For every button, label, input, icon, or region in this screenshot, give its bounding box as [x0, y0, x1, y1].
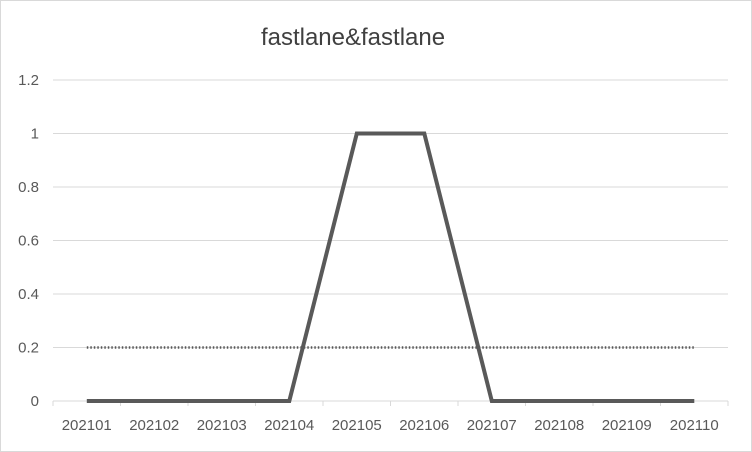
y-axis-ticks: 0 0.2 0.4 0.6 0.8 1 1.2 [18, 72, 39, 410]
x-tick-label: 202106 [399, 417, 449, 434]
x-tick-label: 202107 [467, 417, 517, 434]
chart-title: fastlane&fastlane [261, 24, 445, 51]
x-tick-label: 202105 [332, 417, 382, 434]
x-tick-label: 202108 [534, 417, 584, 434]
x-axis-ticks: 202101 202102 202103 202104 202105 202106 2021… [62, 417, 719, 434]
y-tick-label: 0.2 [18, 340, 39, 357]
y-tick-label: 0.4 [18, 286, 39, 303]
series-lines [86, 131, 695, 403]
x-tick-label: 202110 [670, 417, 719, 434]
y-tick-label: 0.6 [18, 233, 39, 250]
y-tick-label: 1 [31, 126, 39, 143]
y-tick-label: 0.8 [18, 179, 39, 196]
x-tick-label: 202103 [197, 417, 247, 434]
x-tick-label: 202102 [129, 417, 179, 434]
x-tick-label: 202101 [62, 417, 112, 434]
series-line-1 [86, 131, 695, 403]
y-tick-label: 1.2 [18, 72, 39, 89]
y-tick-label: 0 [31, 393, 39, 410]
x-tick-label: 202104 [264, 417, 314, 434]
gridlines [53, 79, 728, 348]
x-tick-label: 202109 [602, 417, 652, 434]
